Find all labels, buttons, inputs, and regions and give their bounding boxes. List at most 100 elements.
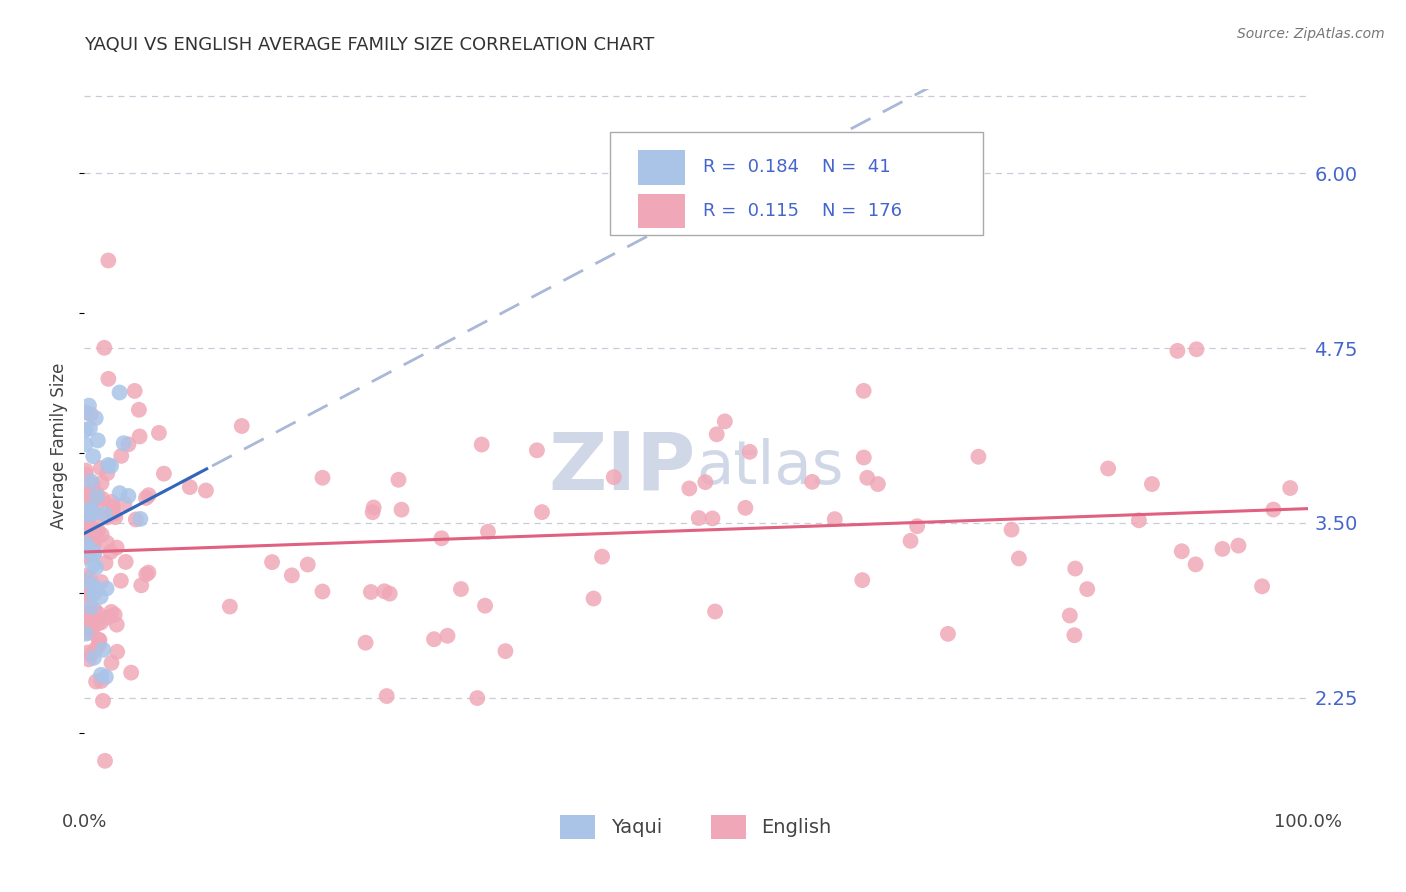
Point bbox=[79, 421, 101, 435]
Point bbox=[97, 372, 120, 386]
Point bbox=[436, 629, 458, 643]
Point bbox=[86, 487, 108, 501]
Point bbox=[90, 615, 112, 630]
Point bbox=[84, 411, 107, 425]
Point bbox=[117, 489, 139, 503]
Point bbox=[76, 574, 98, 588]
Point bbox=[82, 506, 104, 520]
Point bbox=[77, 544, 100, 558]
FancyBboxPatch shape bbox=[610, 132, 983, 235]
Point bbox=[84, 674, 107, 689]
Point bbox=[1211, 541, 1233, 556]
Point bbox=[76, 523, 98, 537]
Point bbox=[477, 524, 499, 539]
Point bbox=[311, 471, 333, 485]
Point bbox=[86, 490, 108, 504]
Point bbox=[82, 539, 104, 553]
Point bbox=[105, 541, 128, 555]
Point bbox=[83, 650, 105, 665]
Point bbox=[704, 605, 727, 619]
Point bbox=[77, 484, 100, 499]
Point bbox=[824, 512, 846, 526]
Text: ZIP: ZIP bbox=[548, 428, 696, 507]
Point bbox=[194, 483, 217, 498]
Point bbox=[77, 541, 100, 556]
Point bbox=[84, 524, 107, 539]
Point bbox=[90, 673, 112, 688]
Point bbox=[1063, 628, 1085, 642]
Point bbox=[87, 434, 110, 448]
Point bbox=[905, 519, 928, 533]
Point bbox=[124, 384, 146, 398]
Point bbox=[94, 754, 117, 768]
Point bbox=[138, 488, 160, 502]
Point bbox=[120, 665, 142, 680]
Point bbox=[75, 614, 97, 628]
Point bbox=[75, 534, 97, 549]
Point bbox=[110, 449, 132, 463]
Point bbox=[851, 573, 873, 587]
Point bbox=[100, 495, 122, 509]
Point bbox=[79, 533, 101, 547]
Point bbox=[117, 437, 139, 451]
Text: atlas: atlas bbox=[696, 438, 844, 497]
Point bbox=[84, 560, 107, 574]
Point bbox=[80, 647, 103, 661]
Point bbox=[135, 491, 157, 505]
FancyBboxPatch shape bbox=[638, 194, 685, 227]
Point bbox=[76, 606, 98, 620]
Point bbox=[702, 511, 724, 525]
Point bbox=[153, 467, 176, 481]
Point bbox=[87, 638, 110, 652]
Point bbox=[80, 503, 103, 517]
Point bbox=[83, 587, 105, 601]
Point bbox=[83, 579, 105, 593]
Point bbox=[97, 458, 120, 472]
Point bbox=[311, 584, 333, 599]
Point bbox=[112, 496, 135, 510]
Point bbox=[91, 491, 114, 506]
Y-axis label: Average Family Size: Average Family Size bbox=[51, 363, 69, 529]
Point bbox=[79, 571, 101, 585]
Point bbox=[75, 537, 97, 551]
Point bbox=[354, 636, 377, 650]
Text: R =  0.115    N =  176: R = 0.115 N = 176 bbox=[703, 202, 903, 219]
Point bbox=[430, 531, 453, 545]
Point bbox=[474, 599, 496, 613]
Point bbox=[360, 585, 382, 599]
Point bbox=[80, 588, 103, 602]
Point bbox=[373, 584, 395, 599]
Point bbox=[79, 546, 101, 560]
Point bbox=[110, 574, 132, 588]
Point bbox=[387, 473, 409, 487]
Point bbox=[75, 614, 97, 628]
Point bbox=[94, 556, 117, 570]
Point bbox=[688, 511, 710, 525]
Text: YAQUI VS ENGLISH AVERAGE FAMILY SIZE CORRELATION CHART: YAQUI VS ENGLISH AVERAGE FAMILY SIZE COR… bbox=[84, 36, 655, 54]
Point bbox=[148, 425, 170, 440]
Point bbox=[75, 626, 97, 640]
Point bbox=[105, 617, 128, 632]
Point bbox=[391, 502, 413, 516]
Point bbox=[695, 475, 717, 489]
Point bbox=[801, 475, 824, 489]
Point bbox=[100, 458, 122, 473]
Point bbox=[75, 601, 97, 615]
Point bbox=[75, 406, 97, 420]
Point bbox=[77, 399, 100, 413]
Point bbox=[96, 536, 118, 550]
Point bbox=[471, 437, 494, 451]
Point bbox=[82, 558, 104, 573]
Point bbox=[76, 646, 98, 660]
Point bbox=[1184, 558, 1206, 572]
Point bbox=[77, 652, 100, 666]
Point bbox=[93, 341, 115, 355]
Point bbox=[297, 558, 319, 572]
Point bbox=[76, 587, 98, 601]
Point bbox=[706, 427, 728, 442]
Point bbox=[75, 549, 97, 564]
Point bbox=[138, 566, 160, 580]
Point bbox=[77, 514, 100, 528]
Point bbox=[108, 486, 131, 500]
Point bbox=[83, 546, 105, 560]
